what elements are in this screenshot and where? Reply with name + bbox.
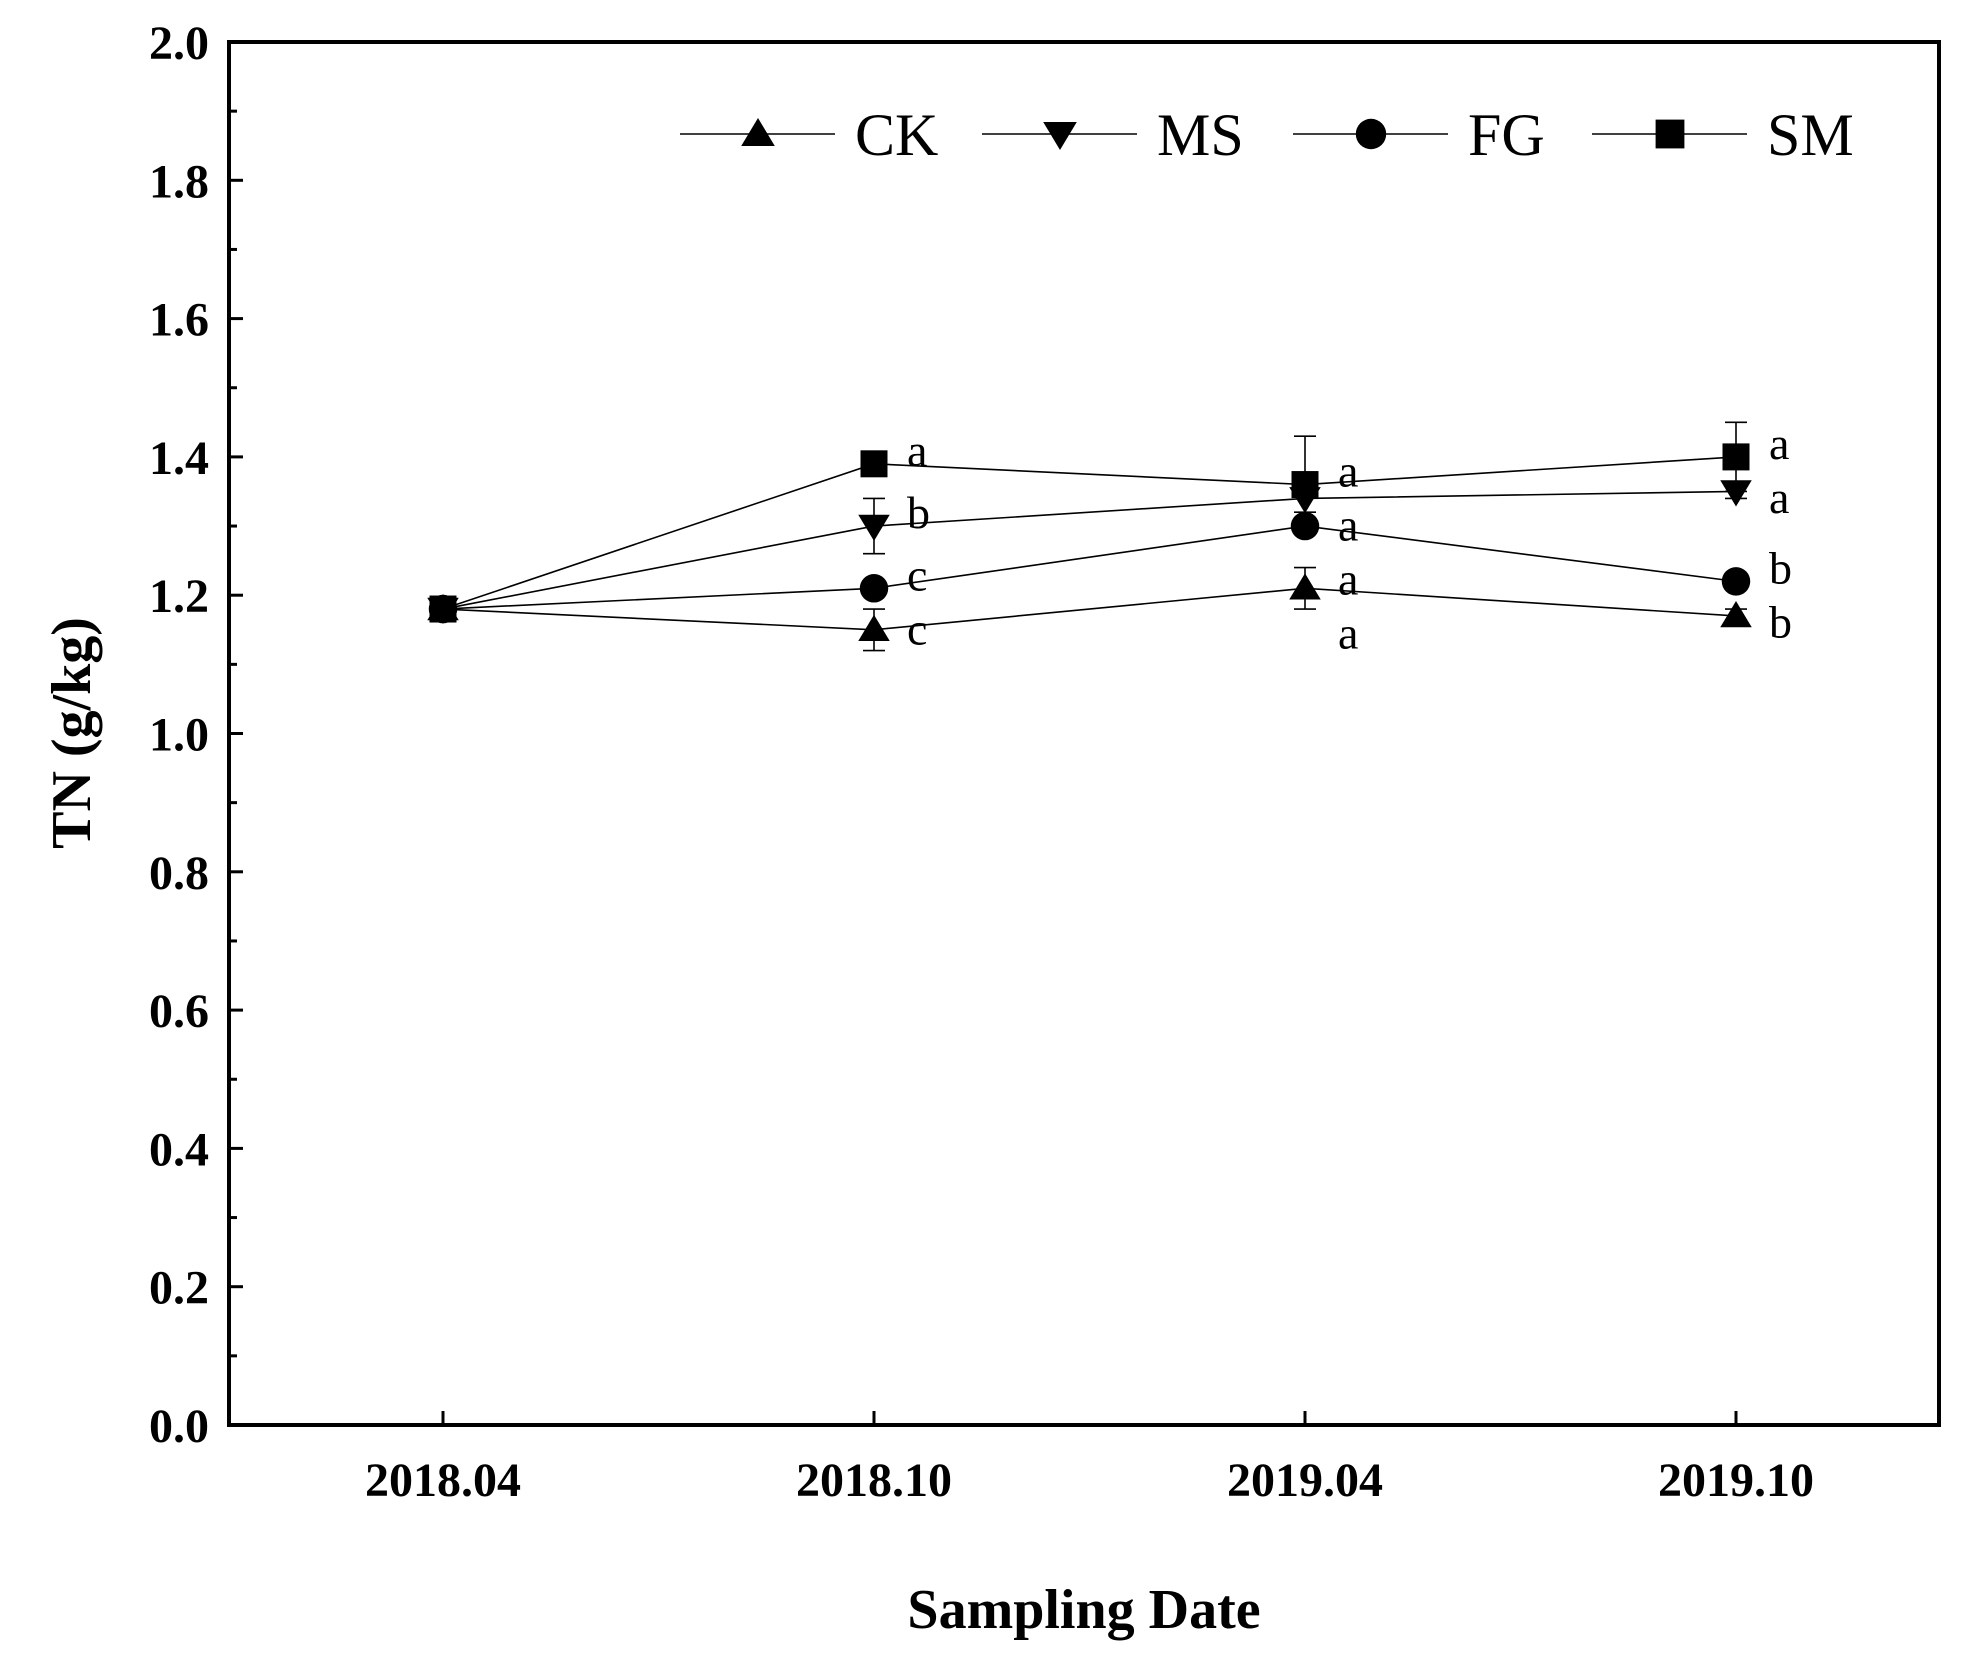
data-point (429, 595, 457, 623)
legend-label: CK (855, 102, 938, 168)
significance-letter: c (907, 603, 927, 654)
data-point (1720, 480, 1752, 507)
series-sm (429, 421, 1750, 623)
y-axis-title: TN (g/kg) (41, 617, 103, 849)
x-tick-label: 2019.04 (1227, 1454, 1383, 1507)
legend-label: FG (1468, 102, 1545, 168)
legend-item-ms: MS (982, 102, 1244, 168)
significance-letter: b (1769, 542, 1792, 593)
legend-marker (741, 118, 775, 146)
x-tick-label: 2018.10 (796, 1454, 952, 1507)
legend-item-ck: CK (680, 102, 938, 168)
legend-marker (1655, 119, 1685, 149)
data-point (858, 514, 890, 542)
series-line (442, 587, 1737, 631)
significance-letter: a (1769, 418, 1789, 469)
y-tick-label: 0.6 (149, 985, 209, 1038)
significance-letter: a (1338, 446, 1358, 497)
data-point (858, 614, 890, 642)
y-tick-label: 0.0 (149, 1400, 209, 1453)
legend-marker (1043, 122, 1077, 150)
significance-letter: a (1338, 554, 1358, 605)
y-tick-label: 2.0 (149, 17, 209, 70)
data-point (1722, 443, 1750, 471)
significance-letter: c (907, 549, 927, 600)
data-point (859, 574, 889, 603)
legend-item-fg: FG (1293, 102, 1545, 168)
y-axis: 0.0 0.2 0.4 0.6 0.8 1.0 1.2 1.4 1.6 1.8 2.0 (149, 17, 243, 1453)
y-tick-label: 1.0 (149, 709, 209, 762)
x-axis-title: Sampling Date (907, 1579, 1260, 1641)
data-point (1721, 567, 1751, 596)
x-axis: 2018.04 2018.10 2019.04 2019.10 (365, 1411, 1814, 1507)
y-tick-label: 1.8 (149, 155, 209, 208)
legend-label: MS (1157, 102, 1244, 168)
y-tick-label: 0.8 (149, 847, 209, 900)
y-tick-label: 1.4 (149, 432, 209, 485)
legend-item-sm: SM (1592, 102, 1854, 168)
data-point (1289, 573, 1321, 600)
plot-frame (227, 40, 1941, 1427)
data-point (860, 450, 888, 478)
y-tick-label: 0.4 (149, 1123, 209, 1176)
significance-letter: a (1769, 472, 1789, 523)
legend-marker (1355, 118, 1387, 150)
series-line (442, 456, 1737, 610)
significance-letter: b (907, 487, 930, 538)
significance-letter: b (1769, 596, 1792, 647)
significance-letter: a (1338, 500, 1358, 551)
data-point (1720, 600, 1752, 628)
x-tick-label: 2018.04 (365, 1454, 521, 1507)
significance-letter: a (907, 425, 927, 476)
series-line (442, 490, 1737, 610)
y-tick-label: 0.2 (149, 1262, 209, 1315)
legend-label: SM (1767, 102, 1854, 168)
legend: CK MS FG SM (680, 102, 1854, 168)
y-tick-label: 1.2 (149, 570, 209, 623)
significance-letter: a (1338, 608, 1358, 659)
series-line (442, 525, 1737, 610)
x-tick-label: 2019.10 (1658, 1454, 1814, 1507)
data-point (1291, 471, 1319, 499)
y-tick-label: 1.6 (149, 294, 209, 347)
